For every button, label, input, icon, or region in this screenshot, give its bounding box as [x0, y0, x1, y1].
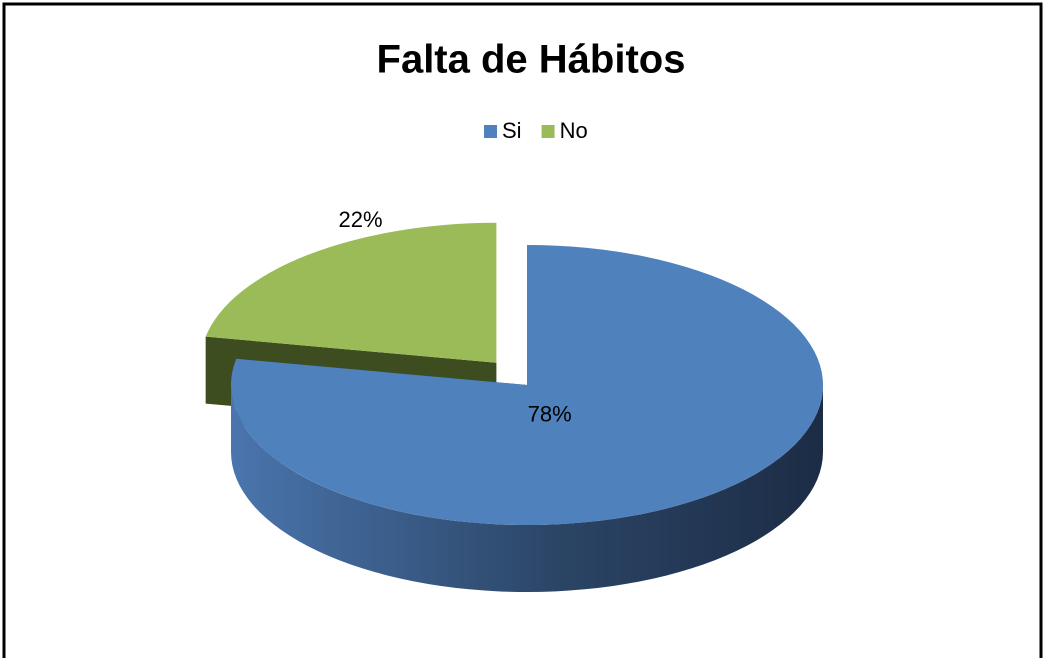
slice [230, 245, 823, 525]
chart-title: Falta de Hábitos [377, 38, 686, 82]
data-label: 78% [528, 401, 572, 426]
legend-label: Si [502, 118, 522, 143]
slice [205, 222, 497, 363]
legend-swatch [484, 125, 497, 138]
data-label: 22% [339, 207, 383, 232]
legend-swatch [541, 125, 555, 138]
slice-side [231, 385, 823, 592]
legend-label: No [560, 118, 588, 143]
